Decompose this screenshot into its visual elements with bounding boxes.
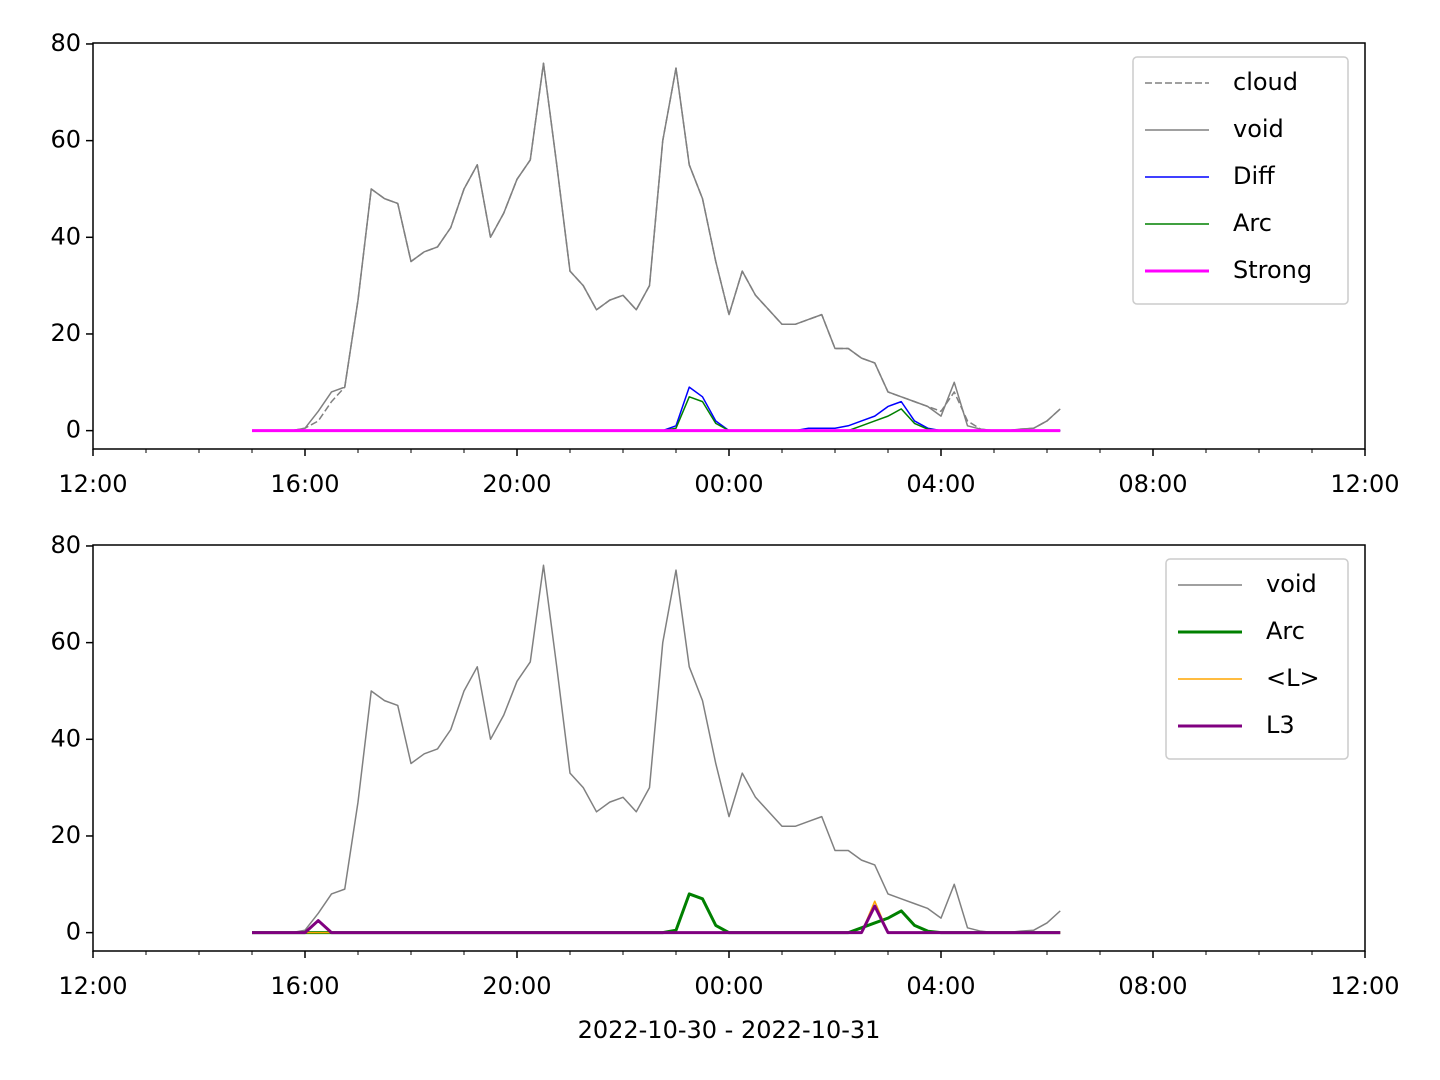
series-line <box>252 396 1061 432</box>
legend-label: Arc <box>1266 617 1305 645</box>
x-tick-label: 16:00 <box>270 972 339 1000</box>
y-tick-label: 40 <box>50 222 81 250</box>
legend-label: void <box>1233 115 1284 143</box>
legend-box <box>1165 558 1349 760</box>
legend-label: Arc <box>1233 209 1272 237</box>
x-tick-label: 08:00 <box>1118 470 1187 498</box>
y-tick-label: 60 <box>50 628 81 656</box>
x-axis-label: 2022-10-30 - 2022-10-31 <box>578 1016 881 1044</box>
x-tick-label: 04:00 <box>906 470 975 498</box>
x-tick-label: 12:00 <box>58 470 127 498</box>
series-line <box>252 892 1061 935</box>
legend-box <box>1132 56 1349 305</box>
legend-label: Strong <box>1233 256 1312 284</box>
y-tick-label: 60 <box>50 126 81 154</box>
y-tick-label: 0 <box>66 918 81 946</box>
legend-label: L3 <box>1266 711 1295 739</box>
x-tick-label: 00:00 <box>694 470 763 498</box>
x-tick-label: 12:00 <box>58 972 127 1000</box>
x-tick-label: 04:00 <box>906 972 975 1000</box>
y-tick-label: 20 <box>50 319 81 347</box>
x-tick-label: 20:00 <box>482 470 551 498</box>
x-tick-label: 12:00 <box>1330 470 1399 498</box>
x-tick-label: 00:00 <box>694 972 763 1000</box>
legend-label: Diff <box>1233 162 1275 190</box>
y-tick-label: 80 <box>50 29 81 57</box>
x-tick-label: 16:00 <box>270 470 339 498</box>
series-line <box>252 62 1061 432</box>
legend-label: cloud <box>1233 68 1298 96</box>
x-tick-label: 08:00 <box>1118 972 1187 1000</box>
y-tick-label: 80 <box>50 531 81 559</box>
y-tick-label: 40 <box>50 724 81 752</box>
y-tick-label: 20 <box>50 821 81 849</box>
series-line <box>252 564 1061 934</box>
x-tick-label: 12:00 <box>1330 972 1399 1000</box>
x-tick-label: 20:00 <box>482 972 551 1000</box>
series-line <box>252 904 1061 935</box>
legend-label: <L> <box>1266 664 1320 692</box>
series-line <box>252 62 1061 432</box>
y-tick-label: 0 <box>66 416 81 444</box>
legend-label: void <box>1266 570 1317 598</box>
series-line <box>252 386 1061 432</box>
